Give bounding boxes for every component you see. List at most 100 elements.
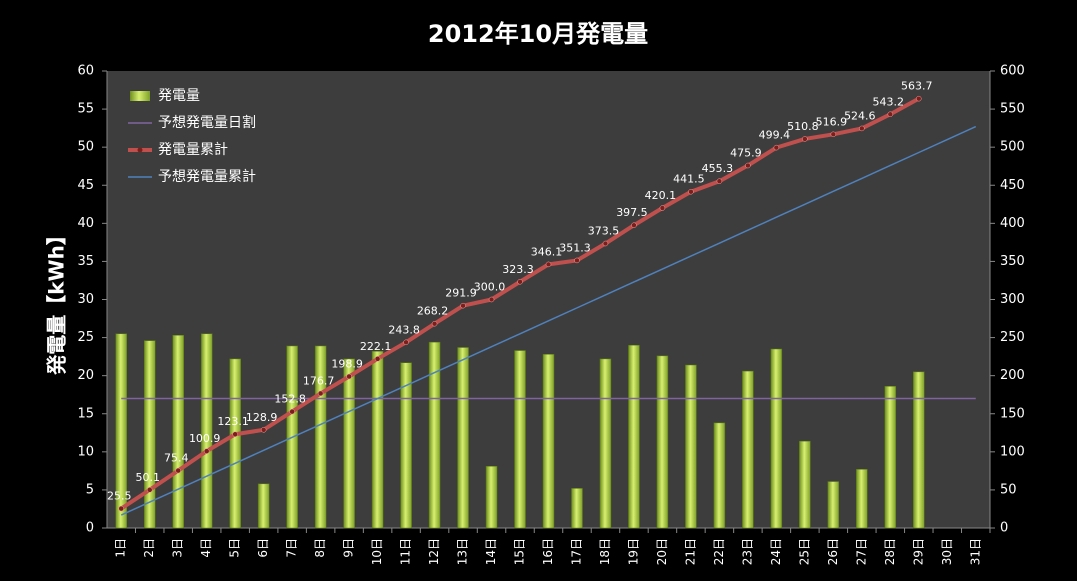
y-tick-label: 30 [77, 292, 94, 307]
y-tick-label: 35 [77, 254, 94, 269]
data-label: 291.9 [445, 287, 477, 300]
bar [457, 347, 469, 529]
line [120, 125, 977, 516]
data-label: 499.4 [759, 129, 791, 142]
point [232, 431, 238, 437]
data-label: 128.9 [246, 411, 278, 424]
y2-tick-label: 0 [1000, 521, 1008, 536]
point [403, 339, 409, 346]
x-tick-label: 2日 [142, 538, 156, 558]
x-tick-label: 13日 [456, 538, 470, 565]
data-label: 397.5 [616, 206, 648, 219]
x-tick-label: 9日 [342, 538, 356, 558]
x-tick-label: 14日 [484, 538, 498, 565]
x-tick-label: 11日 [399, 538, 413, 565]
bar [799, 440, 811, 529]
y-tick-label: 20 [77, 368, 94, 383]
bar [713, 422, 726, 529]
y-tick-label: 55 [77, 102, 94, 117]
y2-tick-label: 550 [1000, 102, 1025, 117]
x-tick-label: 1日 [114, 538, 128, 558]
y2-tick-label: 50 [1000, 482, 1017, 497]
data-label: 300.0 [474, 281, 506, 294]
bar [599, 358, 612, 529]
y-tick-label: 50 [77, 140, 94, 155]
data-label: 176.7 [303, 374, 335, 387]
data-label: 100.9 [189, 432, 221, 445]
legend-marker [137, 147, 143, 153]
bar [115, 333, 127, 529]
x-tick-label: 10日 [370, 538, 384, 565]
data-label: 373.5 [588, 225, 620, 238]
bar [257, 483, 270, 529]
y-tick-label: 45 [77, 178, 94, 193]
point [716, 178, 723, 184]
point [346, 373, 352, 380]
bar [371, 351, 384, 529]
data-label: 351.3 [559, 241, 591, 254]
y-tick-label: 10 [77, 444, 94, 459]
x-tick-label: 25日 [797, 538, 811, 565]
y2-tick-label: 150 [1000, 406, 1025, 421]
data-label: 510.8 [787, 120, 819, 133]
data-label: 268.2 [417, 305, 449, 318]
point [859, 125, 865, 132]
point [574, 257, 580, 264]
x-tick-label: 17日 [569, 538, 583, 565]
bar [143, 340, 156, 529]
x-tick-label: 6日 [256, 538, 270, 558]
x-tick-label: 8日 [313, 538, 327, 558]
bar [856, 469, 868, 529]
y2-tick-label: 200 [1000, 368, 1025, 383]
y2-tick-label: 450 [1000, 178, 1025, 193]
data-label: 198.9 [331, 358, 363, 371]
x-tick-label: 19日 [626, 538, 640, 565]
point [289, 408, 295, 415]
x-tick-label: 12日 [427, 538, 441, 565]
data-label: 420.1 [645, 189, 677, 202]
point [773, 144, 780, 151]
point [460, 302, 466, 309]
y2-tick-label: 500 [1000, 140, 1025, 155]
legend-label: 予想発電量日割 [158, 114, 256, 131]
bar [485, 466, 498, 529]
y-tick-label: 5 [86, 482, 94, 497]
x-tick-label: 22日 [712, 538, 726, 565]
x-tick-label: 18日 [598, 538, 612, 565]
point [631, 222, 637, 228]
point [517, 279, 523, 285]
data-label: 50.1 [135, 471, 160, 484]
data-label: 25.5 [107, 490, 132, 503]
point [688, 188, 694, 195]
x-tick-label: 15日 [513, 538, 527, 565]
point [374, 356, 381, 362]
data-label: 346.1 [531, 245, 563, 258]
point [887, 111, 894, 118]
data-label: 475.9 [730, 147, 762, 160]
legend-label: 発電量 [158, 88, 200, 104]
point [118, 505, 124, 512]
x-tick-label: 28日 [883, 538, 897, 565]
point [602, 240, 609, 247]
point [146, 487, 153, 493]
y2-tick-label: 600 [1000, 64, 1025, 79]
bar [200, 333, 213, 529]
y-axis-title: 発電量【kWh】 [45, 225, 69, 376]
x-tick-label: 24日 [769, 538, 783, 565]
bar [628, 344, 640, 529]
legend-label: 発電量累計 [158, 142, 228, 158]
bar [428, 341, 441, 529]
bar [742, 370, 754, 529]
data-label: 243.8 [388, 323, 420, 336]
data-label: 516.9 [816, 115, 848, 128]
data-label: 524.6 [844, 109, 876, 122]
bar [514, 350, 526, 529]
data-label: 441.5 [673, 173, 705, 186]
bar [229, 358, 241, 529]
y-tick-label: 40 [77, 216, 94, 231]
bar [884, 386, 897, 529]
legend-swatch [130, 91, 150, 101]
point [431, 320, 438, 327]
bar [770, 348, 783, 529]
bar [827, 481, 840, 529]
